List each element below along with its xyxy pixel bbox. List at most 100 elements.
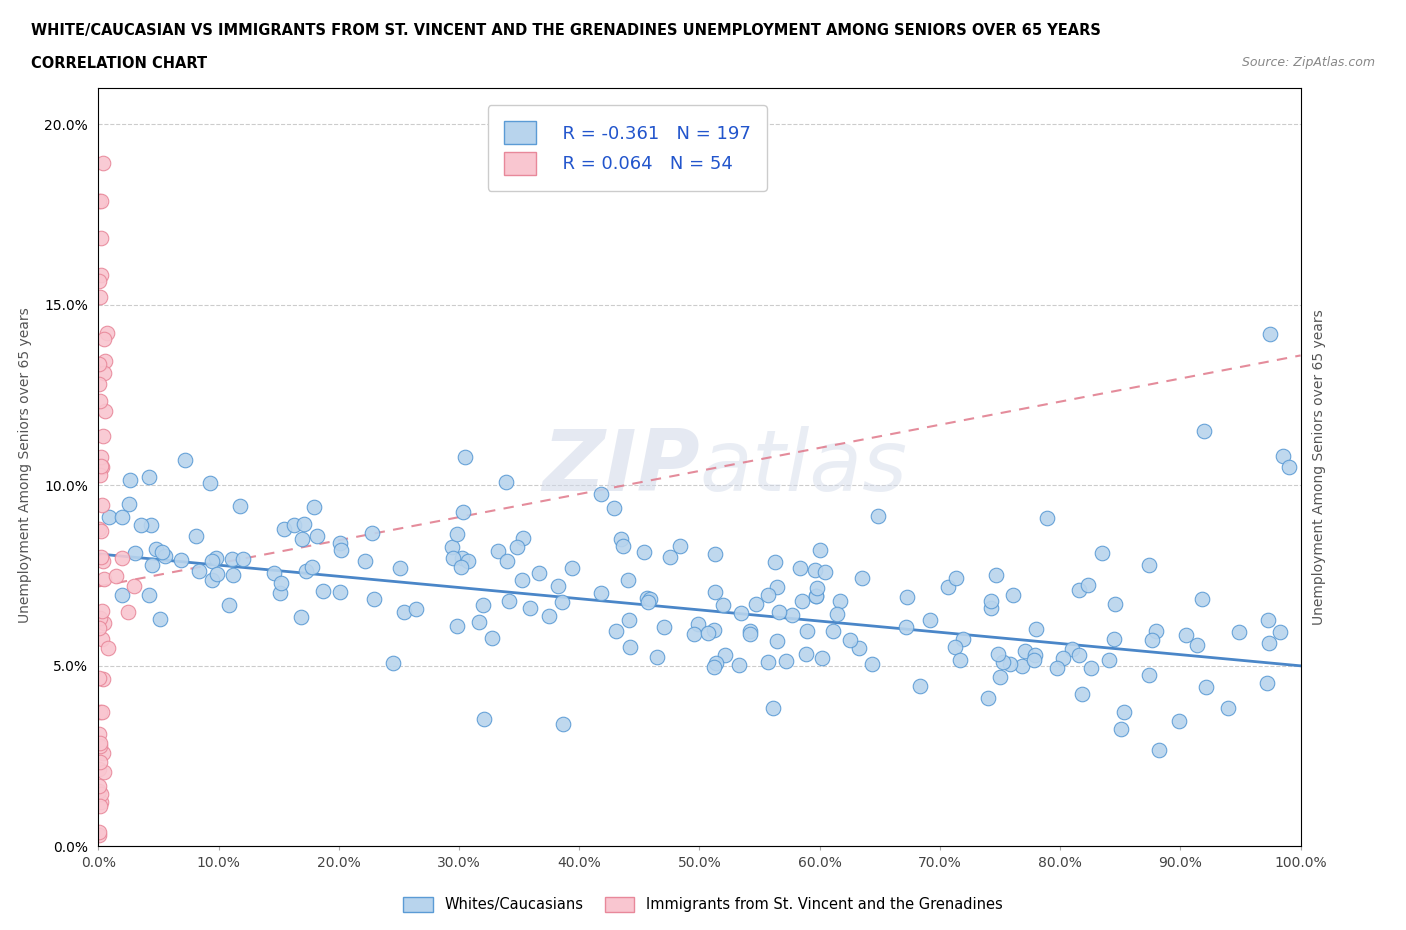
Point [740,623,762,638]
Point [1098,653,1121,668]
Point [1140,632,1163,647]
Point [446,619,468,634]
Text: ZIP: ZIP [541,426,700,509]
Text: Source: ZipAtlas.com: Source: ZipAtlas.com [1241,56,1375,69]
Point [124,579,146,594]
Point [91,459,114,474]
Point [551,717,574,732]
Point [329,535,352,550]
Point [949,652,972,667]
Point [529,565,551,580]
Point [124,546,146,561]
Point [637,591,659,605]
Point [868,509,890,524]
Point [90,231,112,246]
Point [90,704,112,719]
Point [205,567,228,582]
Point [361,525,384,540]
Point [1045,660,1067,675]
Point [987,646,1010,661]
Point [1091,546,1114,561]
Point [141,518,163,533]
Point [763,554,786,569]
Point [201,554,224,569]
Point [446,527,468,542]
Point [1218,700,1240,715]
Point [307,528,329,543]
Point [389,561,412,576]
Point [118,497,141,512]
Point [645,649,668,664]
Point [756,655,779,670]
Point [97,641,120,656]
Point [1258,636,1281,651]
Point [730,605,752,620]
Text: CORRELATION CHART: CORRELATION CHART [31,56,207,71]
Point [814,565,837,579]
Point [1144,624,1167,639]
Point [768,604,790,619]
Point [111,510,134,525]
Point [229,498,252,513]
Point [118,472,141,487]
Point [468,615,491,630]
Point [984,568,1007,583]
Point [1080,660,1102,675]
Point [703,623,725,638]
Point [603,500,626,515]
Point [89,825,111,840]
Point [89,778,111,793]
Point [1069,647,1091,662]
Point [1185,637,1208,652]
Point [591,586,613,601]
Point [811,651,834,666]
Point [90,795,112,810]
Point [90,193,112,208]
Point [89,727,111,742]
Point [806,589,828,604]
Point [1035,511,1057,525]
Point [1167,713,1189,728]
Point [87,377,110,392]
Point [703,659,725,674]
Point [457,553,479,568]
Point [686,617,709,631]
Point [188,564,211,578]
Point [312,584,335,599]
Point [1024,647,1046,662]
Point [510,573,533,588]
Point [472,597,495,612]
Point [991,655,1014,670]
Point [90,631,112,646]
Point [998,657,1021,671]
Point [94,404,117,418]
Point [980,593,1002,608]
Point [561,561,583,576]
Point [89,610,111,625]
Point [90,604,112,618]
Point [637,595,659,610]
Point [496,553,519,568]
Point [87,521,110,536]
Point [617,613,640,628]
Point [1025,621,1047,636]
Point [860,657,883,671]
Point [90,268,112,283]
Point [505,539,527,554]
Point [616,572,638,587]
Point [952,631,974,646]
Point [696,626,718,641]
Point [90,450,112,465]
Point [301,559,323,574]
Point [711,598,734,613]
Point [117,604,139,619]
Point [283,517,305,532]
Point [848,641,870,656]
Point [440,539,463,554]
Point [789,560,811,575]
Point [93,331,115,346]
Point [486,543,509,558]
Point [704,546,727,561]
Point [201,572,224,587]
Point [1256,676,1278,691]
